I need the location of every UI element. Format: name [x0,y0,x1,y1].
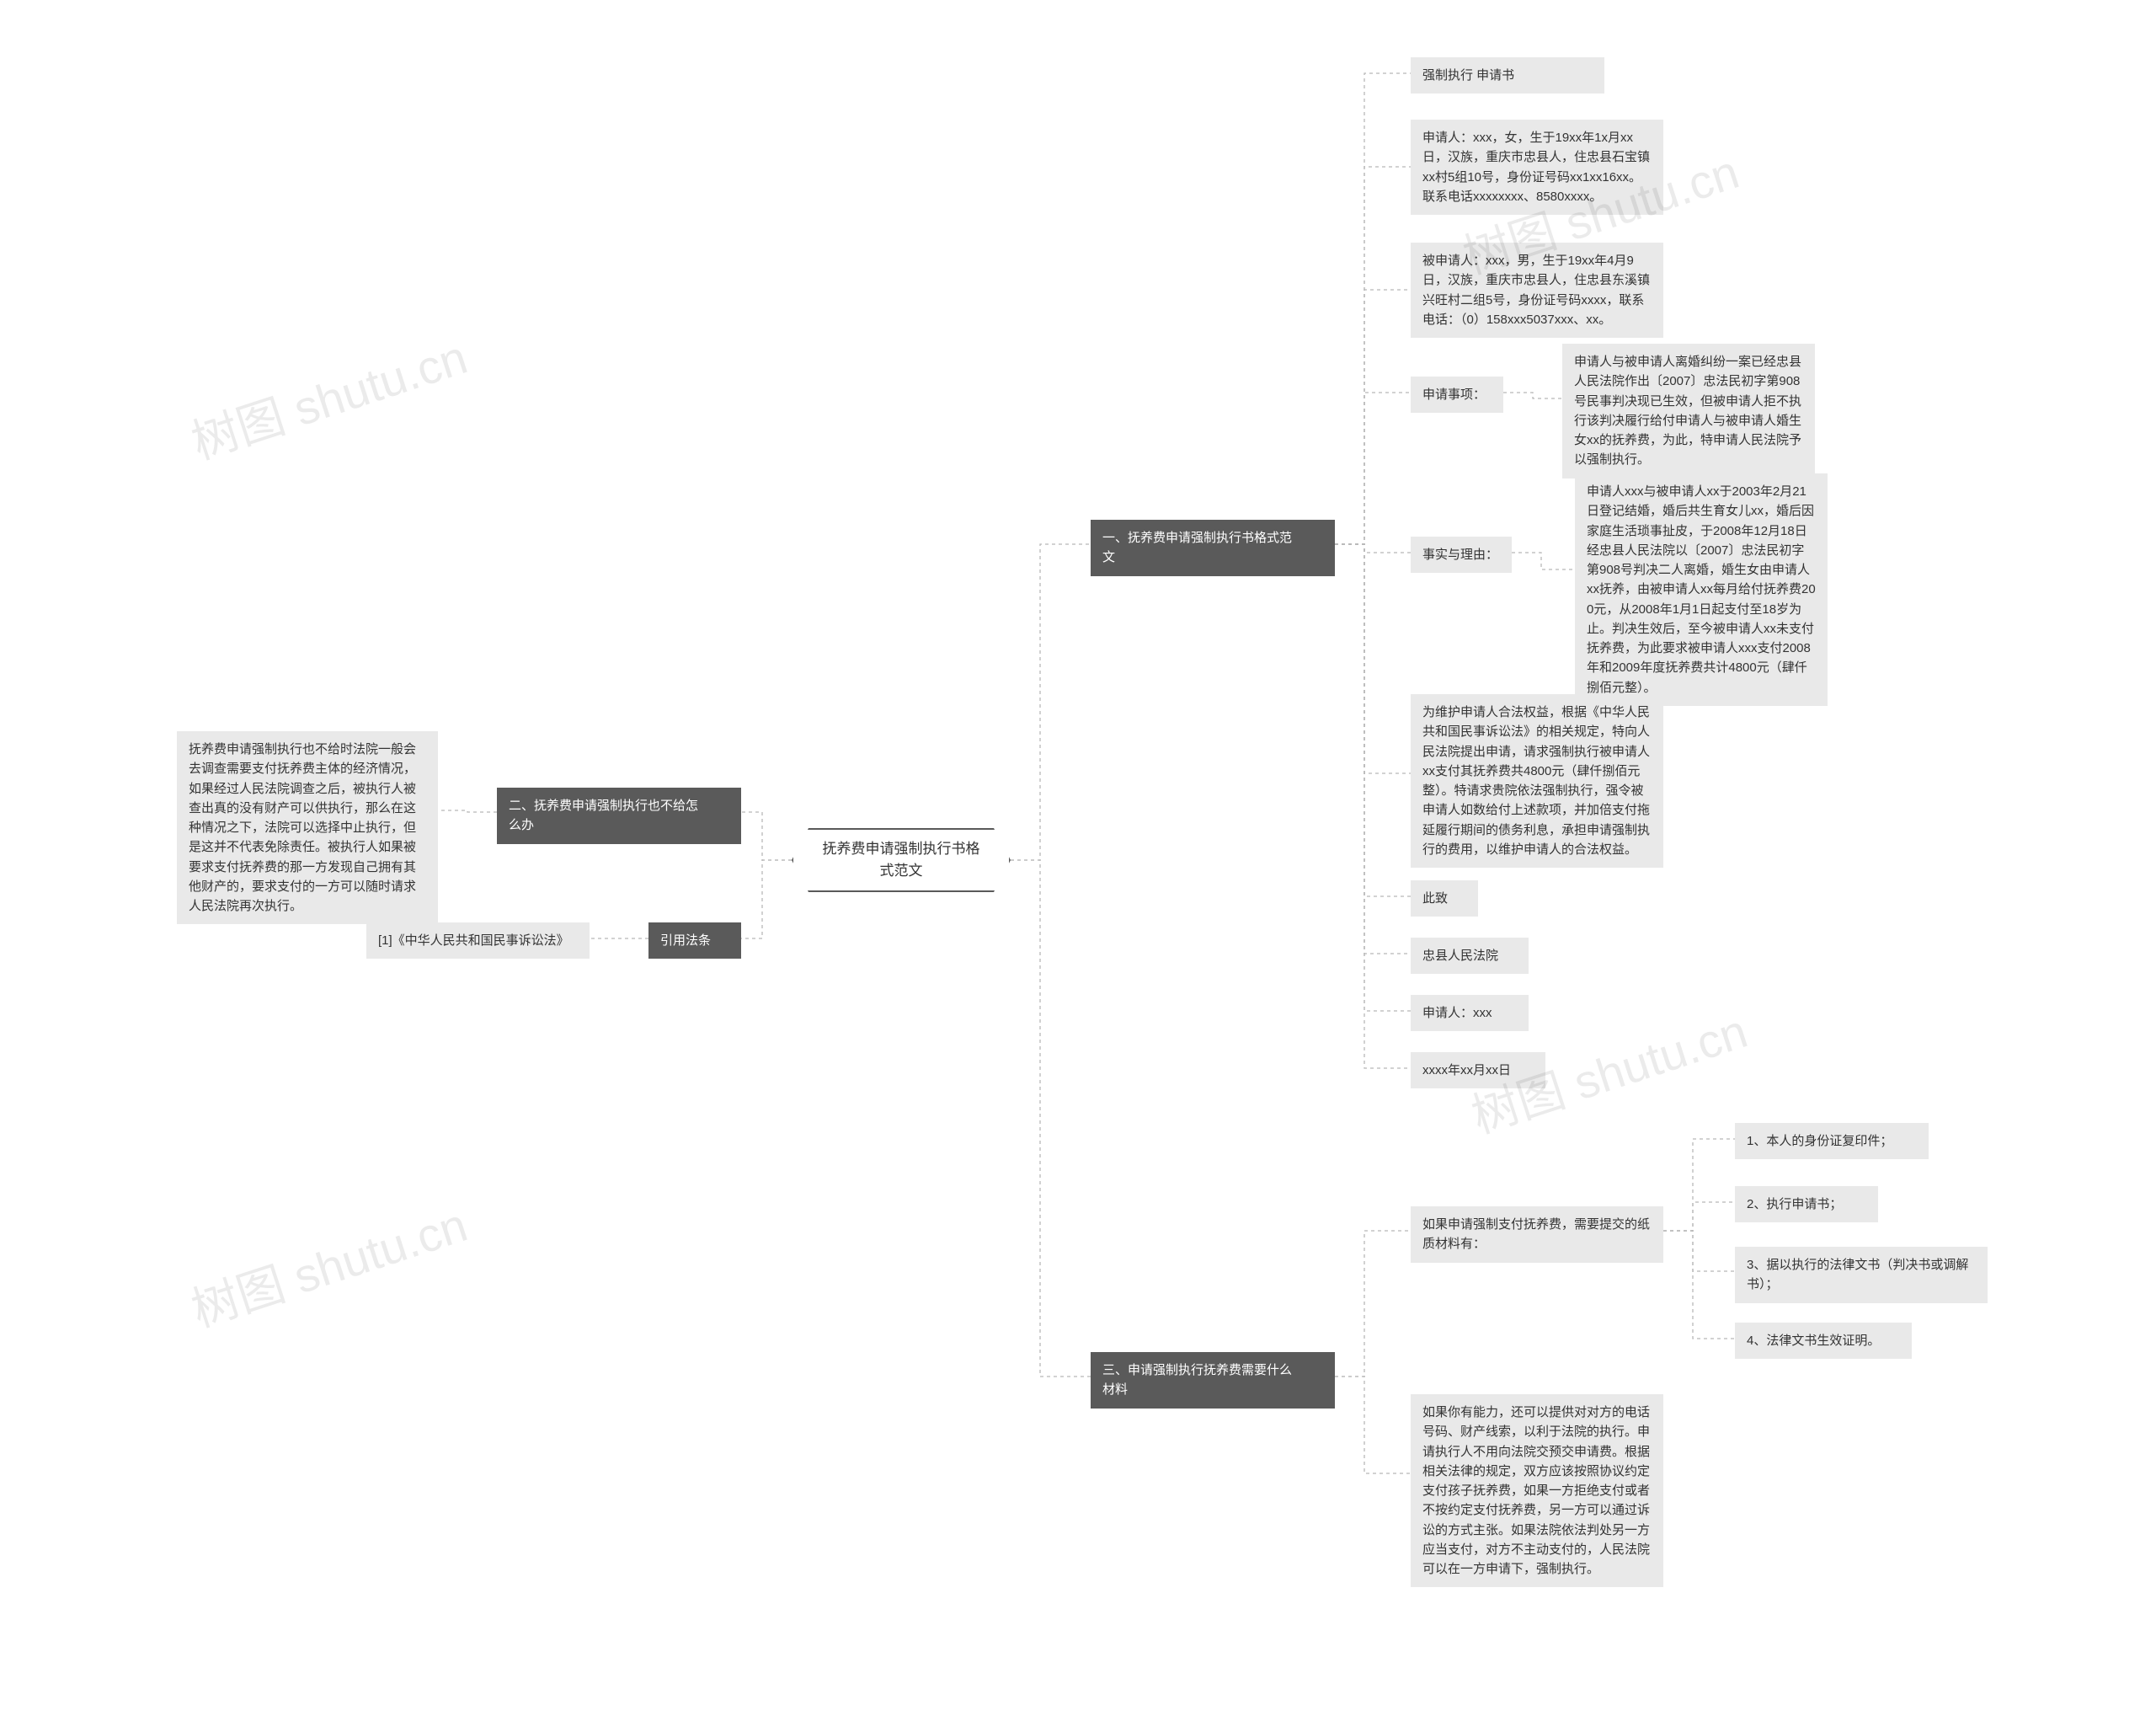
node-root: 抚养费申请强制执行书格式范文 [792,828,1011,892]
node-b1: 一、抚养费申请强制执行书格式范文 [1091,520,1335,576]
edge-b1-b1_5 [1335,544,1411,553]
edge-b1_4-b1_4_1 [1503,393,1562,398]
edge-b1-b1_2 [1335,167,1411,544]
node-b2: 二、抚养费申请强制执行也不给怎么办 [497,788,741,844]
edge-b3_1-b3_1_3 [1663,1231,1735,1271]
node-b3: 三、申请强制执行抚养费需要什么材料 [1091,1352,1335,1409]
edge-b1-b1_4 [1335,393,1411,544]
watermark: 树图 shutu.cn [182,1188,475,1341]
node-b3_2: 如果你有能力，还可以提供对对方的电话号码、财产线索，以利于法院的执行。申请执行人… [1411,1394,1663,1587]
edge-b3-b3_1 [1335,1231,1411,1377]
edge-b1-b1_7 [1335,544,1411,896]
edge-b1_5-b1_5_1 [1512,553,1575,569]
node-b3_1_2: 2、执行申请书； [1735,1186,1878,1222]
node-b1_4_1: 申请人与被申请人离婚纠纷一案已经忠县人民法院作出〔2007〕忠法民初字第908号… [1562,344,1815,478]
edge-root-b3 [1011,860,1091,1377]
node-b3_1_3: 3、据以执行的法律文书（判决书或调解书）； [1735,1247,1988,1303]
node-b4_1: [1]《中华人民共和国民事诉讼法》 [366,922,590,959]
edge-root-b1 [1011,544,1091,860]
edge-b1-b1_6 [1335,544,1411,773]
node-b1_2: 申请人：xxx，女，生于19xx年1x月xx日，汉族，重庆市忠县人，住忠县石宝镇… [1411,120,1663,215]
node-b3_1_1: 1、本人的身份证复印件； [1735,1123,1929,1159]
node-b1_10: xxxx年xx月xx日 [1411,1052,1545,1088]
edge-b2-b2_1 [438,810,497,812]
node-b1_3: 被申请人：xxx，男，生于19xx年4月9日，汉族，重庆市忠县人，住忠县东溪镇兴… [1411,243,1663,338]
edge-b3_1-b3_1_1 [1663,1139,1735,1231]
node-b1_1: 强制执行 申请书 [1411,57,1604,94]
node-b1_8: 忠县人民法院 [1411,938,1529,974]
node-b3_1_4: 4、法律文书生效证明。 [1735,1323,1912,1359]
edge-b1-b1_9 [1335,544,1411,1011]
edge-root-b4 [741,860,792,938]
edge-b1-b1_1 [1335,73,1411,544]
edge-b3-b3_2 [1335,1377,1411,1473]
node-b1_5: 事实与理由： [1411,537,1512,573]
edge-root-b2 [741,812,792,860]
edge-b1-b1_3 [1335,290,1411,544]
node-b4: 引用法条 [648,922,741,959]
node-b1_4: 申请事项： [1411,377,1503,413]
node-b1_9: 申请人：xxx [1411,995,1529,1031]
edge-b1-b1_10 [1335,544,1411,1068]
node-b3_1: 如果申请强制支付抚养费，需要提交的纸质材料有： [1411,1206,1663,1263]
edge-b3_1-b3_1_4 [1663,1231,1735,1339]
node-b1_6: 为维护申请人合法权益，根据《中华人民共和国民事诉讼法》的相关规定，特向人民法院提… [1411,694,1663,868]
node-b1_7: 此致 [1411,880,1478,917]
node-b2_1: 抚养费申请强制执行也不给时法院一般会去调查需要支付抚养费主体的经济情况，如果经过… [177,731,438,924]
node-b1_5_1: 申请人xxx与被申请人xx于2003年2月21日登记结婚，婚后共生育女儿xx，婚… [1575,473,1828,706]
watermark: 树图 shutu.cn [182,320,475,473]
edge-b3_1-b3_1_2 [1663,1202,1735,1231]
edge-b1-b1_8 [1335,544,1411,954]
